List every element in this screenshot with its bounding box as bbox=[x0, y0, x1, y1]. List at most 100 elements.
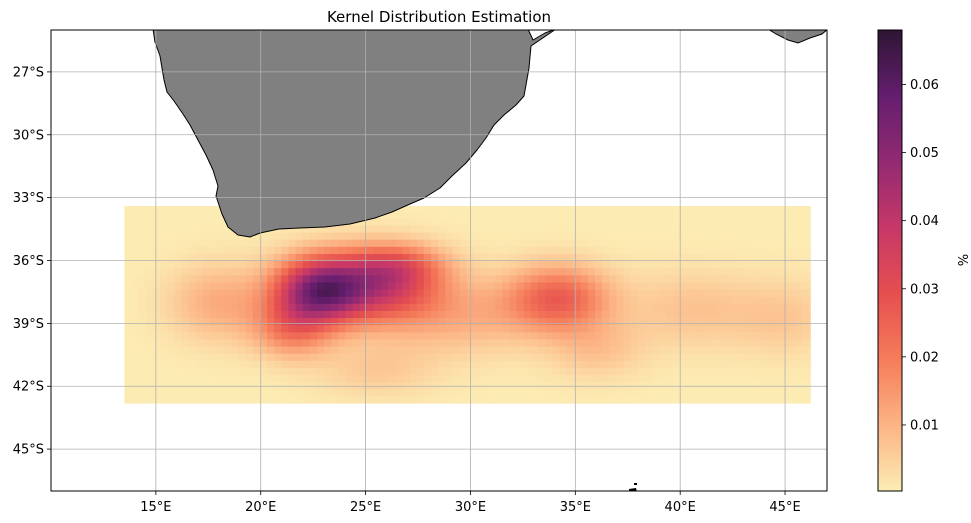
heatmap-cell bbox=[751, 310, 760, 319]
heatmap-cell bbox=[773, 246, 782, 254]
heatmap-cell bbox=[331, 388, 339, 397]
heatmap-cell bbox=[217, 345, 225, 354]
heatmap-cell bbox=[231, 289, 240, 297]
heatmap-cell bbox=[302, 353, 311, 361]
heatmap-cell bbox=[580, 289, 589, 297]
heatmap-cell bbox=[459, 232, 468, 240]
heatmap-cell bbox=[152, 360, 161, 368]
heatmap-cell bbox=[751, 274, 760, 283]
x-tick-label: 30°E bbox=[455, 500, 486, 515]
heatmap-cell bbox=[167, 274, 175, 283]
heatmap-cell bbox=[637, 395, 646, 404]
heatmap-cell bbox=[723, 353, 732, 361]
heatmap-cell bbox=[509, 310, 518, 319]
heatmap-cell bbox=[602, 395, 610, 404]
colorbar-label: % bbox=[954, 254, 969, 266]
heatmap-cell bbox=[324, 274, 332, 283]
heatmap-cell bbox=[145, 217, 154, 226]
heatmap-cell bbox=[602, 289, 610, 297]
heatmap-cell bbox=[801, 253, 810, 262]
heatmap-cell bbox=[545, 388, 553, 397]
heatmap-cell bbox=[509, 210, 518, 219]
heatmap-cell bbox=[224, 296, 232, 304]
heatmap-cell bbox=[787, 388, 796, 397]
heatmap-cell bbox=[730, 395, 739, 404]
heatmap-cell bbox=[808, 224, 811, 233]
heatmap-cell bbox=[545, 296, 553, 304]
heatmap-cell bbox=[545, 232, 553, 240]
heatmap-cell bbox=[388, 381, 396, 390]
heatmap-cell bbox=[723, 239, 732, 247]
heatmap-cell bbox=[488, 224, 496, 233]
africa-coastline bbox=[152, 30, 556, 238]
heatmap-cell bbox=[217, 381, 225, 390]
heatmap-cell bbox=[780, 395, 789, 404]
heatmap-cell bbox=[295, 303, 304, 311]
heatmap-cell bbox=[759, 274, 767, 283]
heatmap-cell bbox=[609, 388, 618, 397]
heatmap-cell bbox=[480, 253, 489, 262]
heatmap-cell bbox=[338, 388, 347, 397]
heatmap-cell bbox=[274, 324, 282, 333]
heatmap-cell bbox=[595, 246, 603, 254]
heatmap-cell bbox=[217, 367, 225, 376]
heatmap-cell bbox=[602, 296, 610, 304]
heatmap-cell bbox=[295, 224, 304, 233]
heatmap-cell bbox=[331, 360, 339, 368]
heatmap-cell bbox=[587, 317, 596, 326]
heatmap-cell bbox=[630, 360, 639, 368]
heatmap-cell bbox=[502, 253, 511, 262]
heatmap-cell bbox=[416, 331, 425, 340]
heatmap-cell bbox=[302, 331, 311, 340]
heatmap-cell bbox=[388, 367, 396, 376]
heatmap-cell bbox=[559, 206, 568, 212]
heatmap-cell bbox=[502, 260, 511, 269]
heatmap-cell bbox=[602, 367, 610, 376]
heatmap-cell bbox=[388, 338, 396, 347]
heatmap-cell bbox=[402, 296, 411, 304]
heatmap-cell bbox=[530, 260, 539, 269]
heatmap-cell bbox=[195, 281, 204, 290]
heatmap-cell bbox=[537, 303, 546, 311]
heatmap-cell bbox=[324, 353, 332, 361]
heatmap-cell bbox=[780, 210, 789, 219]
heatmap-cell bbox=[181, 274, 190, 283]
heatmap-cell bbox=[431, 267, 439, 276]
heatmap-cell bbox=[238, 345, 247, 354]
heatmap-cell bbox=[388, 353, 396, 361]
heatmap-cell bbox=[381, 367, 389, 376]
heatmap-cell bbox=[630, 374, 639, 383]
heatmap-cell bbox=[509, 303, 518, 311]
heatmap-cell bbox=[124, 239, 133, 247]
heatmap-cell bbox=[744, 395, 753, 404]
heatmap-cell bbox=[174, 374, 183, 383]
heatmap-cell bbox=[545, 274, 553, 283]
heatmap-cell bbox=[495, 281, 503, 290]
heatmap-cell bbox=[309, 388, 318, 397]
heatmap-cell bbox=[402, 367, 411, 376]
heatmap-cell bbox=[751, 381, 760, 390]
heatmap-cell bbox=[181, 239, 190, 247]
heatmap-cell bbox=[694, 317, 703, 326]
heatmap-cell bbox=[637, 303, 646, 311]
heatmap-cell bbox=[259, 388, 268, 397]
heatmap-cell bbox=[716, 224, 724, 233]
heatmap-cell bbox=[687, 217, 696, 226]
heatmap-cell bbox=[288, 353, 297, 361]
heatmap-cell bbox=[152, 206, 161, 212]
heatmap-cell bbox=[630, 331, 639, 340]
heatmap-cell bbox=[637, 310, 646, 319]
heatmap-cell bbox=[808, 310, 811, 319]
heatmap-cell bbox=[680, 345, 689, 354]
heatmap-cell bbox=[202, 381, 211, 390]
heatmap-cell bbox=[373, 395, 382, 404]
heatmap-cell bbox=[302, 253, 311, 262]
heatmap-cell bbox=[509, 281, 518, 290]
heatmap-cell bbox=[131, 210, 140, 219]
heatmap-cell bbox=[623, 388, 632, 397]
heatmap-cell bbox=[309, 232, 318, 240]
heatmap-cell bbox=[644, 338, 653, 347]
heatmap-cell bbox=[209, 296, 218, 304]
heatmap-cell bbox=[359, 367, 368, 376]
heatmap-cell bbox=[523, 224, 532, 233]
